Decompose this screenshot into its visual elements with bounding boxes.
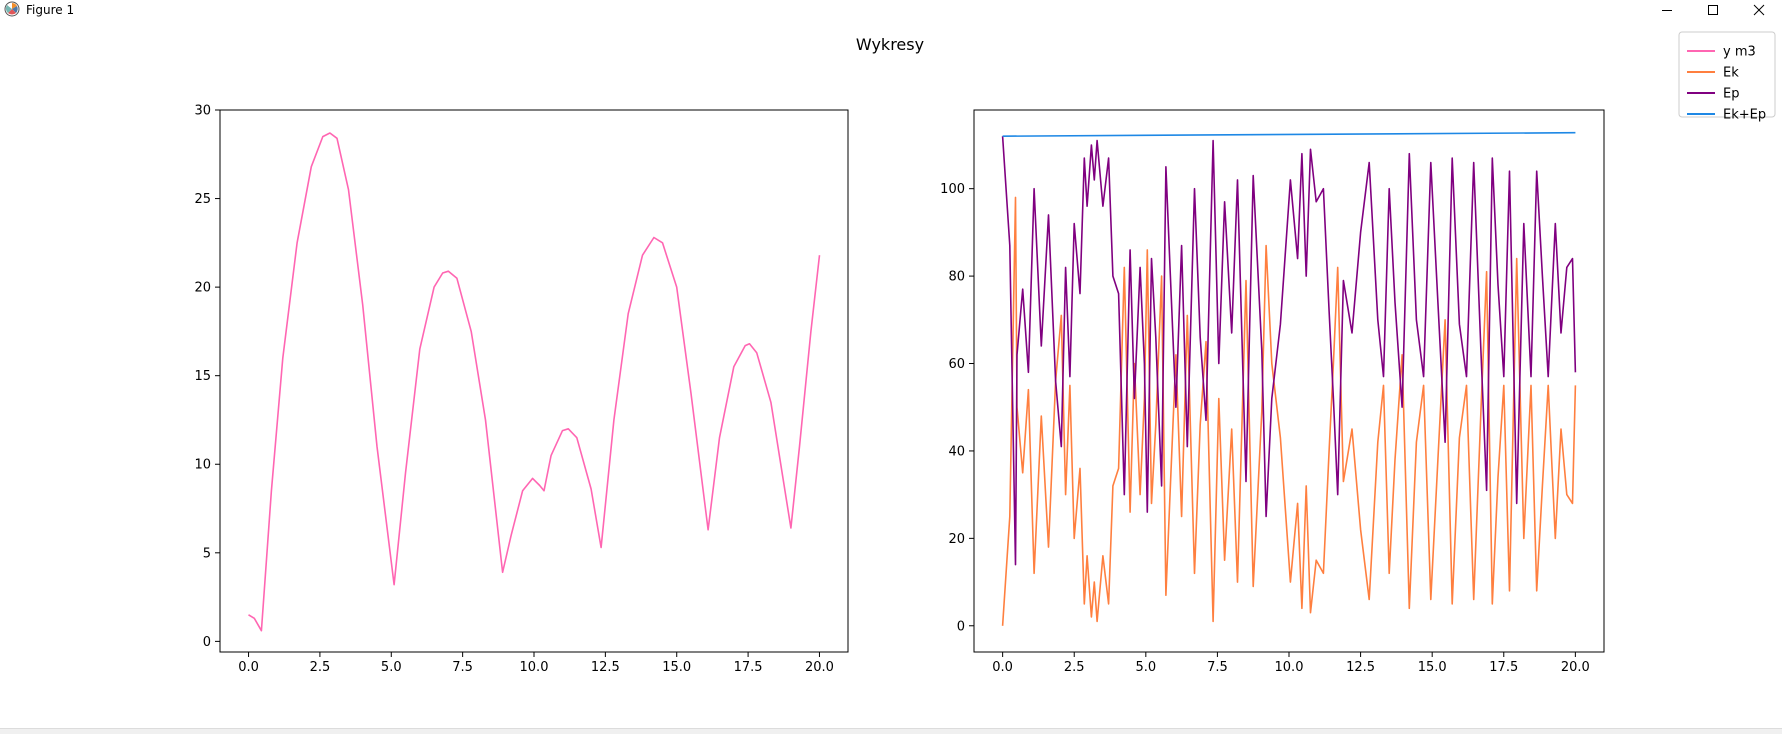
x-tick-label: 7.5 (452, 660, 473, 675)
window-title: Figure 1 (26, 3, 75, 17)
minimize-icon (1662, 10, 1672, 11)
left-axes-lines (248, 132, 821, 632)
right-axes-lines (1001, 131, 1577, 626)
right-axes-ticks: 0.0 2.5 5.0 7.5 10.0 12.5 15.0 17.5 20.0 0 20 40 60 8… (940, 182, 1590, 675)
y-tick-label: 60 (948, 357, 965, 372)
x-tick-label: 0.0 (992, 660, 1013, 675)
y-tick-label: 25 (194, 192, 211, 207)
x-tick-label: 15.0 (1418, 660, 1447, 675)
y-tick-label: 20 (948, 532, 965, 547)
x-tick-label: 12.5 (1346, 660, 1375, 675)
x-tick-label: 20.0 (1561, 660, 1590, 675)
x-tick-label: 17.5 (734, 660, 763, 675)
y-tick-label: 40 (948, 444, 965, 459)
x-tick-label: 20.0 (805, 660, 834, 675)
x-tick-label: 15.0 (662, 660, 691, 675)
y-tick-label: 30 (194, 104, 211, 119)
y-tick-label: 0 (203, 635, 211, 650)
series-line-ek (1001, 196, 1577, 626)
legend-label: Ek (1723, 66, 1739, 81)
y-tick-label: 80 (948, 270, 965, 285)
left-axes-frame (219, 109, 849, 653)
legend: y m3 Ek Ep Ek+Ep (1678, 31, 1776, 123)
y-tick-label: 100 (940, 182, 965, 197)
y-tick-label: 0 (957, 619, 965, 634)
y-tick-label: 5 (203, 546, 211, 561)
figure-suptitle: Wykresy (856, 35, 924, 54)
x-tick-label: 2.5 (310, 660, 331, 675)
legend-frame (1678, 31, 1776, 118)
left-axes-ticks: 0.0 2.5 5.0 7.5 10.0 12.5 15.0 17.5 20.0 0 5 10 15 20… (194, 104, 833, 676)
x-tick-label: 10.0 (520, 660, 549, 675)
right-axes: 0.0 2.5 5.0 7.5 10.0 12.5 15.0 17.5 20.0 0 20 40 60 8… (940, 109, 1605, 675)
matplotlib-logo-icon (4, 1, 20, 17)
legend-label: Ep (1723, 87, 1739, 102)
y-tick-label: 15 (194, 369, 211, 384)
legend-label: y m3 (1723, 45, 1756, 60)
close-button[interactable] (1736, 0, 1782, 20)
window-titlebar: Figure 1 (0, 0, 1782, 20)
x-tick-label: 17.5 (1489, 660, 1518, 675)
x-tick-label: 0.0 (238, 660, 259, 675)
figure-canvas: Wykresy 0.0 2.5 5.0 7.5 10.0 12.5 15.0 17.5 20.0… (0, 20, 1782, 728)
series-line-ek-ep (1002, 131, 1576, 137)
x-tick-label: 10.0 (1275, 660, 1304, 675)
minimize-button[interactable] (1644, 0, 1690, 20)
maximize-icon (1708, 5, 1718, 15)
y-tick-label: 10 (194, 458, 211, 473)
y-tick-label: 20 (194, 281, 211, 296)
x-tick-label: 7.5 (1207, 660, 1228, 675)
close-icon (1753, 4, 1765, 16)
series-line-y-m3 (248, 132, 821, 632)
x-tick-label: 12.5 (591, 660, 620, 675)
toolbar-strip (0, 728, 1782, 734)
legend-label: Ek+Ep (1723, 108, 1766, 123)
left-axes: 0.0 2.5 5.0 7.5 10.0 12.5 15.0 17.5 20.0 0 5 10 15 20… (194, 104, 849, 676)
x-tick-label: 5.0 (381, 660, 402, 675)
legend-entries: y m3 Ek Ep Ek+Ep (1687, 45, 1766, 123)
maximize-button[interactable] (1690, 0, 1736, 20)
figure-svg: Wykresy 0.0 2.5 5.0 7.5 10.0 12.5 15.0 17.5 20.0… (194, 31, 1776, 676)
series-line-ep (1001, 136, 1577, 566)
x-tick-label: 5.0 (1135, 660, 1156, 675)
x-tick-label: 2.5 (1064, 660, 1085, 675)
